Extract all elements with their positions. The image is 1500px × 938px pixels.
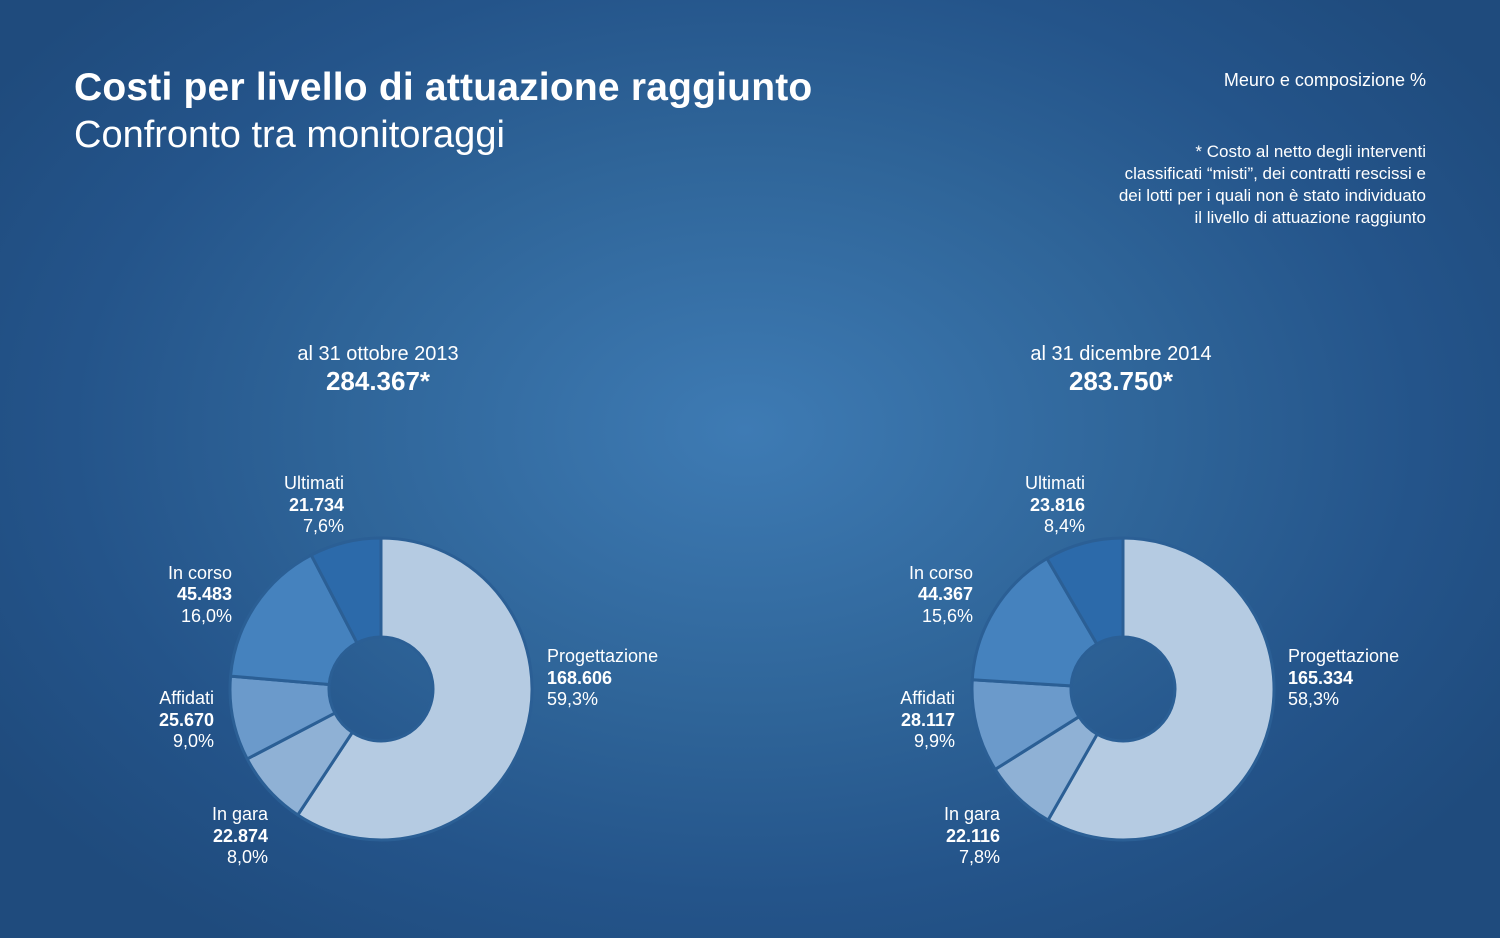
slice-label-value: 28.117: [901, 710, 955, 730]
slice-label-name: In gara: [212, 804, 269, 824]
slice-progettazione: [296, 536, 534, 842]
slice-label-percent: 8,0%: [227, 847, 268, 867]
footnote-line: classificati “misti”, dei contratti resc…: [1124, 164, 1426, 183]
slice-label-in-gara: In gara 22.116 7,8%: [944, 804, 1001, 867]
slice-label-in-corso: In corso 44.367 15,6%: [909, 563, 973, 626]
slice-label-in-gara: In gara 22.874 8,0%: [212, 804, 269, 867]
slice-label-value: 44.367: [918, 584, 973, 604]
slice-in-corso: [970, 557, 1099, 688]
chart-total: 284.367*: [326, 366, 431, 396]
slice-label-progettazione: Progettazione 165.334 58,3%: [1288, 646, 1399, 709]
slice-label-percent: 59,3%: [547, 689, 598, 709]
donut-chart-2014: al 31 dicembre 2014 283.750* Progettazio…: [900, 343, 1399, 867]
slice-label-percent: 15,6%: [922, 606, 973, 626]
slice-label-ultimati: Ultimati 21.734 7,6%: [284, 473, 344, 536]
chart-title: Costi per livello di attuazione raggiunt…: [74, 66, 813, 109]
slice-label-in-corso: In corso 45.483 16,0%: [168, 563, 232, 626]
slice-ultimati: [309, 536, 383, 645]
slice-label-affidati: Affidati 28.117 9,9%: [900, 688, 955, 751]
footnote: * Costo al netto degli interventi classi…: [1006, 141, 1426, 229]
slice-label-value: 168.606: [547, 668, 612, 688]
slice-label-name: Ultimati: [1025, 473, 1085, 493]
slice-label-name: In corso: [168, 563, 232, 583]
slice-label-value: 22.874: [213, 826, 268, 846]
slice-label-value: 23.816: [1030, 495, 1085, 515]
slice-label-name: Progettazione: [547, 646, 658, 666]
units-label: Meuro e composizione %: [1223, 70, 1426, 90]
footnote-line: * Costo al netto degli interventi: [1195, 142, 1426, 161]
slice-label-percent: 7,6%: [303, 516, 344, 536]
footnote-line: il livello di attuazione raggiunto: [1194, 208, 1426, 227]
footnote-line: dei lotti per i quali non è stato indivi…: [1118, 186, 1426, 205]
slice-label-name: Progettazione: [1288, 646, 1399, 666]
donut-slices: [228, 536, 534, 842]
slice-label-percent: 9,9%: [914, 731, 955, 751]
slice-label-ultimati: Ultimati 23.816 8,4%: [1025, 473, 1085, 536]
slice-label-percent: 9,0%: [173, 731, 214, 751]
slice-label-name: Ultimati: [284, 473, 344, 493]
slice-label-name: In corso: [909, 563, 973, 583]
slice-label-name: In gara: [944, 804, 1001, 824]
slice-label-percent: 58,3%: [1288, 689, 1339, 709]
slice-ultimati: [1045, 536, 1125, 646]
slice-label-name: Affidati: [900, 688, 955, 708]
donut-chart-2013: al 31 ottobre 2013 284.367* Progettazion…: [159, 343, 658, 867]
donut-slices: [970, 536, 1276, 842]
slice-label-value: 45.483: [177, 584, 232, 604]
slice-label-affidati: Affidati 25.670 9,0%: [159, 688, 214, 751]
chart-subtitle: Confronto tra monitoraggi: [74, 114, 505, 156]
slice-label-value: 22.116: [946, 826, 1000, 846]
slice-label-percent: 8,4%: [1044, 516, 1085, 536]
slice-label-percent: 16,0%: [181, 606, 232, 626]
slice-progettazione: [1046, 536, 1276, 842]
slice-label-value: 25.670: [159, 710, 214, 730]
chart-heading: al 31 dicembre 2014: [1030, 343, 1211, 365]
slice-label-percent: 7,8%: [959, 847, 1000, 867]
slice-label-value: 21.734: [289, 495, 344, 515]
slice-label-name: Affidati: [159, 688, 214, 708]
chart-total: 283.750*: [1069, 366, 1174, 396]
chart-heading: al 31 ottobre 2013: [297, 343, 458, 365]
slice-in-corso: [229, 553, 359, 687]
slice-label-value: 165.334: [1288, 668, 1353, 688]
slice-label-progettazione: Progettazione 168.606 59,3%: [547, 646, 658, 709]
